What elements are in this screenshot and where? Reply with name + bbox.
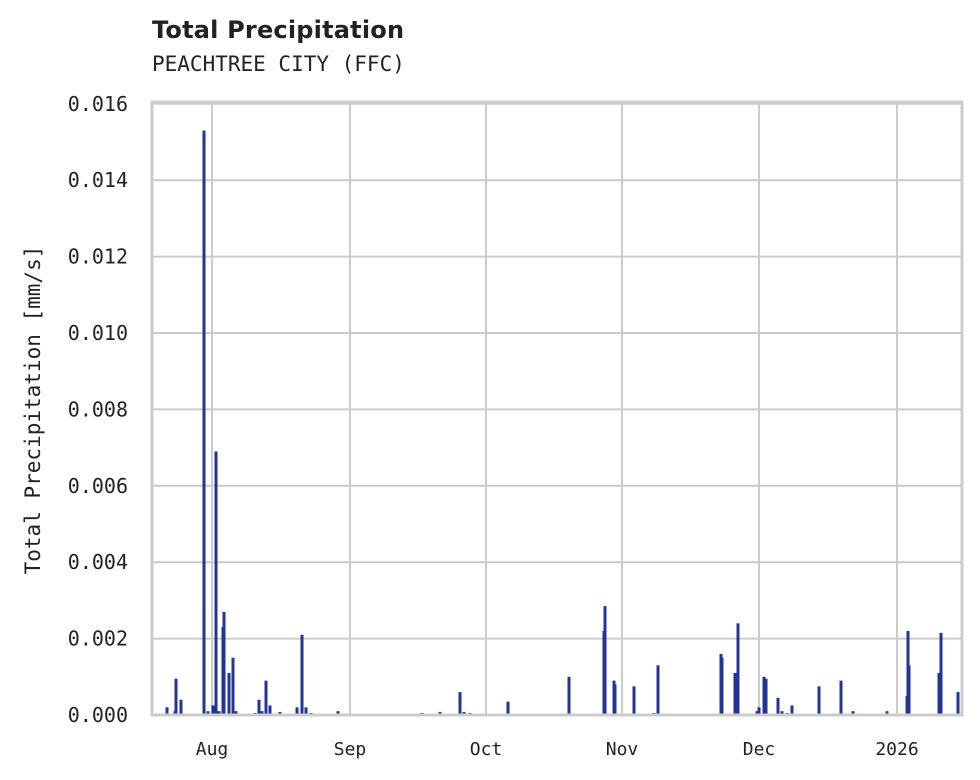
y-tick-label: 0.016: [68, 92, 128, 116]
precip-bar: [632, 686, 636, 715]
precip-bar: [720, 657, 724, 715]
precip-bar: [300, 634, 304, 715]
precip-bar: [757, 707, 761, 715]
x-axis-ticks: Aug Sep Oct Nov Dec 2026: [196, 739, 919, 760]
x-tick-label: 2026: [875, 739, 918, 760]
precip-bar: [179, 699, 183, 715]
x-tick-label: Sep: [334, 739, 367, 760]
y-tick-label: 0.002: [68, 627, 128, 651]
precip-bar: [885, 711, 889, 715]
precip-bar: [268, 705, 272, 715]
precip-bar: [755, 711, 759, 715]
precip-bar: [780, 711, 784, 715]
precip-bar: [506, 701, 510, 715]
precip-bar: [206, 711, 210, 715]
x-tick-label: Oct: [470, 739, 503, 760]
precip-bar: [817, 686, 821, 715]
plot-frame: [150, 100, 964, 717]
precip-bar: [764, 678, 768, 715]
y-tick-label: 0.010: [68, 321, 128, 345]
precip-bar: [790, 705, 794, 715]
precip-bar: [295, 707, 299, 715]
precip-bar: [304, 707, 308, 715]
precip-bar: [234, 711, 238, 715]
precip-bar: [231, 657, 235, 715]
precip-bar: [257, 699, 261, 715]
precip-bar: [839, 680, 843, 715]
grid-lines: [152, 102, 962, 716]
precip-bar: [174, 678, 178, 715]
y-tick-label: 0.012: [68, 245, 128, 269]
precip-bar: [462, 711, 466, 715]
precip-bar: [278, 711, 282, 715]
precip-bar: [217, 711, 221, 715]
y-tick-label: 0.000: [68, 703, 128, 727]
precip-bar: [227, 672, 231, 715]
precip-bar: [438, 711, 442, 715]
precip-bar: [613, 684, 617, 715]
precip-bar: [202, 130, 206, 716]
precip-bar: [214, 451, 218, 715]
precip-bar: [656, 665, 660, 715]
precip-bar: [260, 711, 264, 715]
precipitation-bars: [165, 130, 960, 716]
precip-bar: [939, 632, 943, 715]
precip-bar: [956, 692, 960, 715]
precip-bar: [762, 676, 766, 715]
precip-bar: [851, 711, 855, 715]
precip-bar: [937, 672, 941, 715]
y-axis-ticks: 0.000 0.002 0.004 0.006 0.008 0.010 0.012 0.014…: [68, 92, 128, 727]
y-tick-label: 0.014: [68, 168, 128, 192]
y-tick-label: 0.008: [68, 397, 128, 421]
precip-bar: [222, 611, 226, 715]
x-tick-label: Dec: [743, 739, 776, 760]
precip-bar: [907, 665, 911, 715]
precip-bar: [336, 711, 340, 715]
precip-bar: [264, 680, 268, 715]
precip-bar: [776, 697, 780, 715]
precip-bar: [458, 692, 462, 715]
chart-subtitle: PEACHTREE CITY (FFC): [152, 52, 405, 76]
y-tick-label: 0.004: [68, 550, 128, 574]
y-tick-label: 0.006: [68, 474, 128, 498]
chart-title: Total Precipitation: [152, 16, 405, 44]
precip-bar: [736, 623, 740, 715]
precip-bar: [165, 707, 169, 715]
precip-bar: [567, 676, 571, 715]
precip-bar: [733, 672, 737, 715]
precip-bar: [211, 705, 215, 715]
x-tick-label: Aug: [196, 739, 229, 760]
x-tick-label: Nov: [606, 739, 639, 760]
precip-bar: [603, 606, 607, 715]
